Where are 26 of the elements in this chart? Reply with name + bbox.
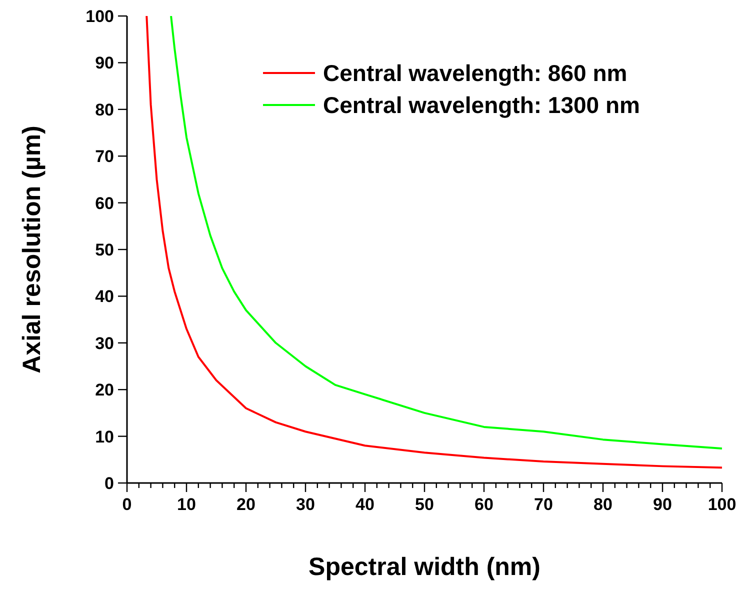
y-tick-label: 10 (95, 427, 114, 446)
x-tick-label: 40 (356, 495, 374, 514)
x-tick-label: 0 (122, 495, 132, 514)
y-tick-label: 100 (86, 6, 114, 26)
legend-label: Central wavelength: 860 nm (323, 60, 628, 86)
x-tick-label: 60 (474, 495, 494, 514)
legend-label: Central wavelength: 1300 nm (323, 92, 640, 118)
y-tick-label: 20 (95, 380, 114, 400)
x-tick-label: 10 (177, 495, 196, 514)
x-tick-label: 70 (534, 495, 553, 514)
x-tick-label: 90 (653, 495, 672, 514)
y-axis-title: Axial resolution (µm) (18, 126, 46, 374)
y-tick-label: 80 (95, 100, 114, 120)
y-tick-label: 50 (95, 240, 114, 260)
y-tick-label: 60 (95, 194, 114, 213)
x-tick-label: 50 (415, 495, 434, 514)
x-tick-label: 80 (594, 495, 612, 514)
y-tick-label: 30 (95, 334, 114, 353)
x-tick-label: 30 (296, 495, 315, 514)
x-tick-label: 20 (236, 495, 256, 514)
y-tick-label: 70 (95, 147, 114, 166)
x-tick-label: 100 (708, 495, 736, 514)
y-tick-label: 40 (95, 287, 114, 306)
y-tick-label: 0 (104, 474, 114, 493)
y-tick-label: 90 (95, 54, 114, 73)
x-axis-title: Spectral width (nm) (308, 553, 540, 581)
